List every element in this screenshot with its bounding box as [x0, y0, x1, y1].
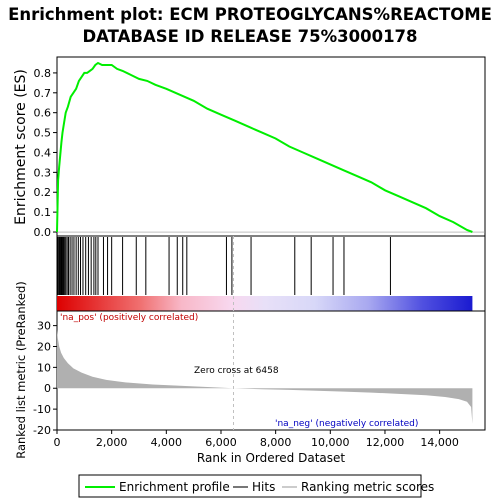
rank-x-tick-label: 4,000: [151, 436, 183, 449]
es-y-tick-label: 0.2: [34, 186, 52, 199]
metric-y-tick-label: 20: [37, 340, 51, 353]
metric-panel: -20 -10 0 10 20 30 0 2,000 4,000 6,000 8,000 10,00…: [33, 236, 486, 449]
es-panel: 0.0 0.1 0.2 0.3 0.4 0.5 0.6 0.7 0.8: [34, 56, 486, 239]
es-y-tick-label: 0.0: [34, 226, 52, 239]
zero-cross-label: Zero cross at 6458: [194, 366, 279, 376]
es-y-tick-label: 0.1: [34, 206, 52, 219]
es-y-tick-label: 0.3: [34, 166, 52, 179]
metric-y-tick-label: -10: [33, 403, 51, 416]
rank-x-tick-label: 6,000: [205, 436, 237, 449]
rank-x-tick-label: 2,000: [96, 436, 128, 449]
rank-x-tick-label: 14,000: [420, 436, 459, 449]
es-y-axis: 0.0 0.1 0.2 0.3 0.4 0.5 0.6 0.7 0.8: [34, 67, 57, 239]
hit-markers: [57, 237, 391, 295]
hits-panel: [56, 235, 486, 312]
metric-y-tick-label: 10: [37, 361, 51, 374]
rank-x-tick-label: 10,000: [311, 436, 350, 449]
metric-y-tick-label: 30: [37, 320, 51, 333]
positive-correlation-label: 'na_pos' (positively correlated): [60, 313, 198, 323]
legend-enrichment-label: Enrichment profile: [119, 480, 230, 494]
es-y-tick-label: 0.5: [34, 127, 52, 140]
ranked-list-color-bar: [57, 296, 473, 311]
rank-x-tick-label: 12,000: [366, 436, 405, 449]
metric-axis-label: Ranked list metric (PreRanked): [14, 281, 28, 459]
legend-hits-label: Hits: [252, 480, 275, 494]
metric-y-axis: -20 -10 0 10 20 30: [33, 320, 57, 437]
metric-y-tick-label: -20: [33, 424, 51, 437]
legend-box: [78, 474, 422, 498]
rank-x-tick-label: 8,000: [260, 436, 292, 449]
es-y-tick-label: 0.8: [34, 67, 52, 80]
negative-correlation-label: 'na_neg' (negatively correlated): [275, 419, 418, 429]
metric-y-tick-label: 0: [44, 382, 51, 395]
es-axis-label: Enrichment score (ES): [13, 69, 29, 225]
es-y-tick-label: 0.6: [34, 107, 52, 120]
rank-axis-label: Rank in Ordered Dataset: [197, 451, 345, 465]
legend-metric-label: Ranking metric scores: [301, 480, 434, 494]
chart-title-line-1: Enrichment plot: ECM PROTEOGLYCANS%REACT…: [8, 5, 492, 24]
enrichment-profile-line: [56, 61, 473, 233]
es-y-tick-label: 0.7: [34, 87, 52, 100]
rank-x-axis: 0 2,000 4,000 6,000 8,000 10,000 12,000 14,000: [54, 430, 459, 449]
chart-title-line-2: DATABASE ID RELEASE 75%3000178: [82, 27, 417, 46]
metric-panel-frame: [56, 310, 486, 431]
es-y-tick-label: 0.4: [34, 146, 52, 159]
es-panel-frame: [56, 56, 486, 237]
legend: Enrichment profile Hits Ranking metric s…: [78, 474, 434, 498]
rank-x-tick-label: 0: [54, 436, 61, 449]
